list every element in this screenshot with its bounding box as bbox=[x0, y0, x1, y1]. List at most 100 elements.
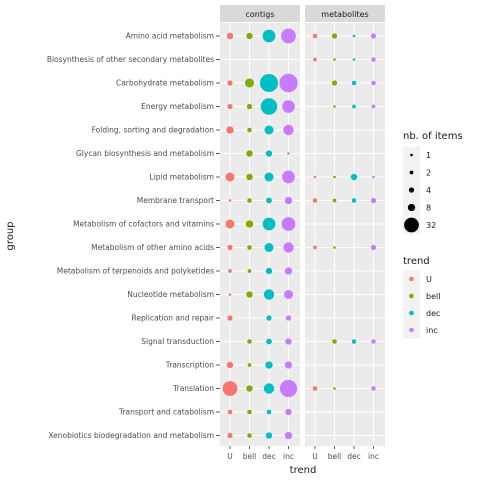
point-metabolites-dec bbox=[351, 339, 357, 344]
point-metabolites-bell bbox=[331, 80, 338, 86]
point-contigs-dec bbox=[264, 172, 274, 182]
point-metabolites-bell bbox=[332, 339, 337, 344]
point-metabolites-U bbox=[313, 175, 317, 179]
color-legend-key-dec bbox=[409, 310, 414, 316]
facet-label-contigs: contigs bbox=[246, 10, 275, 19]
point-contigs-dec bbox=[265, 150, 273, 157]
y-tick-label: Replication and repair bbox=[132, 314, 215, 323]
point-contigs-U bbox=[225, 219, 235, 229]
point-contigs-inc bbox=[284, 431, 293, 440]
color-legend-key-U bbox=[409, 276, 414, 282]
point-contigs-bell bbox=[247, 198, 252, 203]
panels-layer bbox=[216, 5, 385, 449]
point-metabolites-dec bbox=[352, 58, 356, 61]
point-contigs-U bbox=[227, 432, 233, 439]
size-legend-title: nb. of items bbox=[403, 131, 463, 142]
y-tick-label: Transcription bbox=[165, 361, 214, 370]
y-tick-label: Metabolism of terpenoids and polyketides bbox=[57, 267, 214, 276]
point-contigs-inc bbox=[283, 242, 294, 253]
point-metabolites-U bbox=[313, 57, 317, 62]
point-contigs-dec bbox=[262, 29, 276, 43]
size-legend-label: 1 bbox=[426, 151, 431, 160]
point-metabolites-dec bbox=[351, 198, 357, 203]
point-contigs-U bbox=[227, 315, 233, 321]
point-metabolites-bell bbox=[333, 246, 336, 249]
point-contigs-dec bbox=[266, 315, 272, 321]
point-contigs-bell bbox=[247, 269, 252, 273]
point-metabolites-bell bbox=[333, 105, 336, 108]
y-tick-label: Translation bbox=[172, 384, 214, 393]
point-metabolites-bell bbox=[333, 58, 336, 61]
y-tick-label: Nucleotide metabolism bbox=[127, 290, 214, 299]
point-contigs-inc bbox=[284, 196, 293, 205]
point-contigs-U bbox=[226, 361, 234, 369]
panel-background-contigs bbox=[220, 23, 300, 446]
point-metabolites-dec bbox=[352, 104, 356, 109]
points-layer bbox=[222, 28, 377, 440]
size-legend-label: 2 bbox=[426, 169, 431, 178]
y-tick-label: Amino acid metabolism bbox=[126, 32, 214, 41]
y-tick-label: Carbohydrate metabolism bbox=[116, 79, 214, 88]
point-contigs-U bbox=[225, 172, 235, 182]
x-tick-label-bell: bell bbox=[328, 452, 342, 461]
point-contigs-bell bbox=[246, 150, 253, 157]
point-contigs-U bbox=[228, 269, 232, 273]
point-contigs-bell bbox=[246, 103, 253, 110]
size-legend-key bbox=[410, 153, 413, 157]
point-metabolites-inc bbox=[370, 33, 377, 39]
color-legend-key-inc bbox=[409, 327, 414, 333]
color-legend-label-inc: inc bbox=[426, 326, 438, 335]
point-contigs-bell bbox=[247, 363, 252, 367]
point-contigs-U bbox=[227, 409, 233, 415]
point-contigs-bell bbox=[247, 409, 252, 415]
y-tick-label: Glycan biosynthesis and metabolism bbox=[76, 149, 214, 158]
y-tick-label: Folding, sorting and degradation bbox=[92, 126, 215, 135]
color-legend-label-dec: dec bbox=[426, 309, 440, 318]
size-legend-key bbox=[404, 217, 419, 233]
point-contigs-dec bbox=[262, 217, 276, 231]
point-contigs-inc bbox=[281, 217, 296, 231]
point-metabolites-inc bbox=[371, 57, 376, 62]
point-contigs-inc bbox=[279, 73, 298, 93]
facet-strip-contigs bbox=[220, 5, 300, 22]
point-metabolites-dec bbox=[352, 34, 356, 38]
point-contigs-dec bbox=[266, 197, 272, 204]
point-contigs-bell bbox=[247, 433, 252, 438]
x-tick-label-inc: inc bbox=[283, 452, 294, 461]
y-tick-label: Membrane transport bbox=[137, 196, 214, 205]
point-contigs-dec bbox=[266, 409, 272, 415]
x-tick-label-dec: dec bbox=[262, 452, 276, 461]
color-legend-label-bell: bell bbox=[426, 292, 440, 301]
point-metabolites-U bbox=[313, 245, 317, 250]
point-contigs-inc bbox=[285, 338, 292, 345]
point-contigs-bell bbox=[246, 385, 253, 392]
point-contigs-bell bbox=[246, 173, 253, 181]
point-metabolites-inc bbox=[370, 197, 377, 204]
y-tick-label: Xenobiotics biodegradation and metabolis… bbox=[48, 431, 214, 440]
point-contigs-U bbox=[228, 199, 232, 202]
size-legend-label: 4 bbox=[426, 186, 431, 195]
facet-label-metabolites: metabolites bbox=[321, 10, 368, 19]
y-tick-label: Metabolism of other amino acids bbox=[91, 243, 214, 252]
facet-strip-metabolites bbox=[305, 5, 385, 22]
x-tick-label-bell: bell bbox=[243, 452, 257, 461]
point-contigs-inc bbox=[284, 361, 293, 369]
y-tick-label: Biosynthesis of other secondary metaboli… bbox=[47, 55, 214, 64]
point-contigs-dec bbox=[264, 242, 274, 253]
size-legend-key bbox=[409, 170, 414, 175]
size-legend-key bbox=[407, 203, 416, 212]
point-contigs-dec bbox=[265, 267, 273, 275]
point-contigs-dec bbox=[263, 383, 275, 394]
point-metabolites-inc bbox=[371, 386, 376, 391]
point-metabolites-dec bbox=[351, 80, 357, 86]
point-contigs-U bbox=[228, 293, 232, 296]
color-legend-title: trend bbox=[403, 256, 430, 267]
color-legend-key-bell bbox=[409, 293, 414, 299]
point-contigs-inc bbox=[285, 408, 292, 416]
point-metabolites-inc bbox=[372, 175, 375, 179]
point-contigs-inc bbox=[281, 28, 296, 44]
point-contigs-U bbox=[226, 126, 234, 134]
y-tick-label: Energy metabolism bbox=[141, 102, 214, 111]
